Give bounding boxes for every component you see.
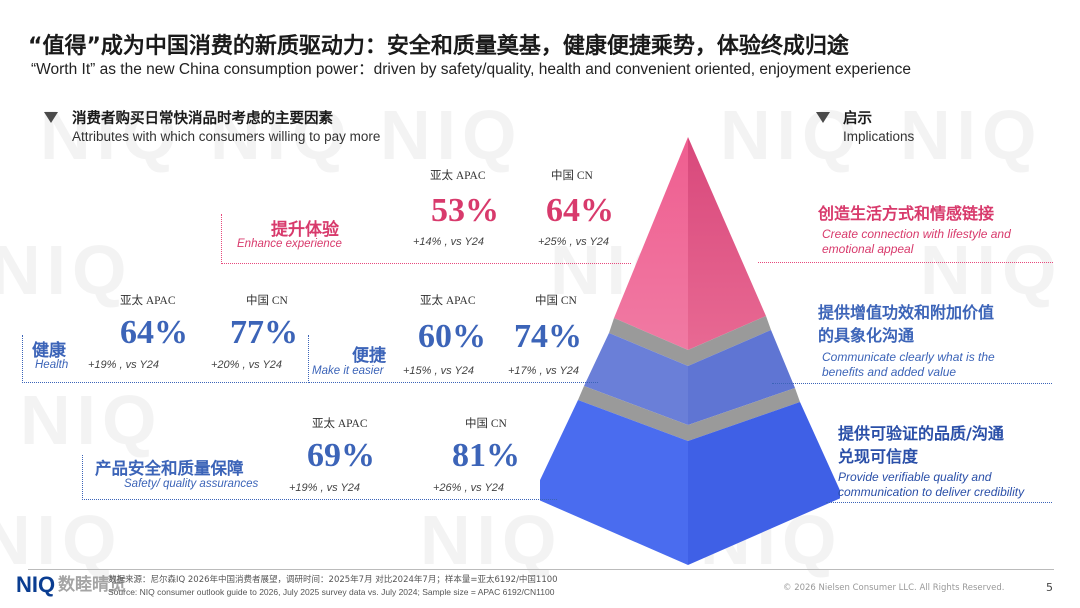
cn-percentage: 64% xyxy=(546,192,614,229)
connector-line xyxy=(22,382,307,383)
apac-change: +15% , vs Y24 xyxy=(403,365,475,377)
connector-line xyxy=(308,382,598,383)
attribute-label: 提升体验 xyxy=(271,220,339,240)
implication-text: emotional appeal xyxy=(822,242,914,256)
implication-text: Provide verifiable quality and xyxy=(838,470,992,484)
connector-line xyxy=(826,502,1052,503)
attribute-label: 便捷 xyxy=(352,346,386,366)
footer-divider xyxy=(28,569,1054,570)
pyramid-middle-left-face xyxy=(584,333,688,425)
pyramid-top-left-face xyxy=(614,137,688,350)
implication-title: 的具象化沟通 xyxy=(818,326,915,345)
implication-text: communication to deliver credibility xyxy=(838,485,1025,499)
right-section-subtitle: Implications xyxy=(843,129,915,144)
apac-percentage: 64% xyxy=(120,314,188,351)
implication-title: 提供可验证的品质/沟通 xyxy=(838,424,1004,443)
left-section-subtitle: Attributes with which consumers willing … xyxy=(72,129,381,144)
watermark-text: NIQ xyxy=(920,231,1063,309)
page-title: “值得”成为中国消费的新质驱动力：安全和质量奠基，健康便捷乘势，体验终成归途 xyxy=(28,34,849,59)
column-header-cn: 中国 CN xyxy=(465,418,507,430)
apac-percentage: 69% xyxy=(307,437,375,474)
right-section-title: 启示 xyxy=(843,111,872,127)
apac-percentage: 60% xyxy=(418,318,486,355)
implication-title: 创造生活方式和情感链接 xyxy=(818,204,995,223)
footer-source-cn: 数据来源：尼尔森IQ 2026年中国消费者展望，调研时间：2025年7月 对比2… xyxy=(108,575,558,585)
watermark-text: NIQ xyxy=(0,231,133,309)
attribute-label: 产品安全和质量保障 xyxy=(95,459,244,478)
cn-percentage: 81% xyxy=(452,437,520,474)
connector-line xyxy=(221,214,222,264)
cn-percentage: 77% xyxy=(230,314,298,351)
cn-change: +25% , vs Y24 xyxy=(538,236,610,248)
overlay-watermark: 数睦晴览 xyxy=(58,575,126,595)
pyramid-divider xyxy=(578,386,800,441)
column-header-cn: 中国 CN xyxy=(535,295,577,307)
apac-change: +19% , vs Y24 xyxy=(289,482,361,494)
apac-change: +14% , vs Y24 xyxy=(413,236,485,248)
page-number: 5 xyxy=(1046,581,1053,594)
column-header-apac: 亚太 APAC xyxy=(420,295,476,307)
column-header-cn: 中国 CN xyxy=(246,295,288,307)
cn-percentage: 74% xyxy=(514,318,582,355)
connector-line xyxy=(758,262,1053,263)
pyramid-top-right-face xyxy=(688,137,766,350)
column-header-apac: 亚太 APAC xyxy=(120,295,176,307)
implication-title: 兑现可信度 xyxy=(838,447,919,466)
pyramid-bottom-right-face xyxy=(688,402,840,565)
left-section-title: 消费者购买日常快消品时考虑的主要因素 xyxy=(72,111,333,127)
cn-change: +26% , vs Y24 xyxy=(433,482,505,494)
implication-text: Communicate clearly what is the xyxy=(822,350,995,364)
attribute-label: 健康 xyxy=(32,341,66,361)
connector-line xyxy=(772,383,1052,384)
column-header-cn: 中国 CN xyxy=(551,170,593,182)
watermark-text: NIQ xyxy=(380,96,523,174)
pyramid-middle-right-face xyxy=(688,330,795,425)
triangle-down-icon xyxy=(816,112,830,123)
footer-copyright: © 2026 Nielsen Consumer LLC. All Rights … xyxy=(783,583,1005,593)
column-header-apac: 亚太 APAC xyxy=(430,170,486,182)
connector-line xyxy=(22,335,23,383)
apac-percentage: 53% xyxy=(431,192,499,229)
pyramid-graphic xyxy=(540,137,840,565)
watermark-text: NIQ xyxy=(20,381,163,459)
attribute-label-en: Safety/ quality assurances xyxy=(124,478,259,490)
footer-source-en: Source: NIQ consumer outlook guide to 20… xyxy=(108,587,555,597)
pyramid-bottom-left-face xyxy=(540,400,688,565)
implication-text: Create connection with lifestyle and xyxy=(822,227,1011,241)
watermark-text: NIQ xyxy=(900,96,1043,174)
implication-title: 提供增值功效和附加价值 xyxy=(818,303,995,322)
column-header-apac: 亚太 APAC xyxy=(312,418,368,430)
attribute-label-en: Health xyxy=(35,359,69,371)
connector-line xyxy=(221,263,631,264)
pyramid-divider xyxy=(609,316,771,366)
watermark-text: NIQ xyxy=(0,501,123,579)
connector-line xyxy=(308,335,309,383)
niq-logo: NIQ xyxy=(16,572,56,597)
attribute-label-en: Enhance experience xyxy=(237,238,342,250)
implication-text: benefits and added value xyxy=(822,365,957,379)
triangle-down-icon xyxy=(44,112,58,123)
connector-line xyxy=(82,455,83,500)
attribute-label-en: Make it easier xyxy=(312,365,384,377)
cn-change: +20% , vs Y24 xyxy=(211,359,283,371)
connector-line xyxy=(82,499,557,500)
apac-change: +19% , vs Y24 xyxy=(88,359,160,371)
cn-change: +17% , vs Y24 xyxy=(508,365,580,377)
page-subtitle: “Worth It” as the new China consumption … xyxy=(31,61,911,78)
